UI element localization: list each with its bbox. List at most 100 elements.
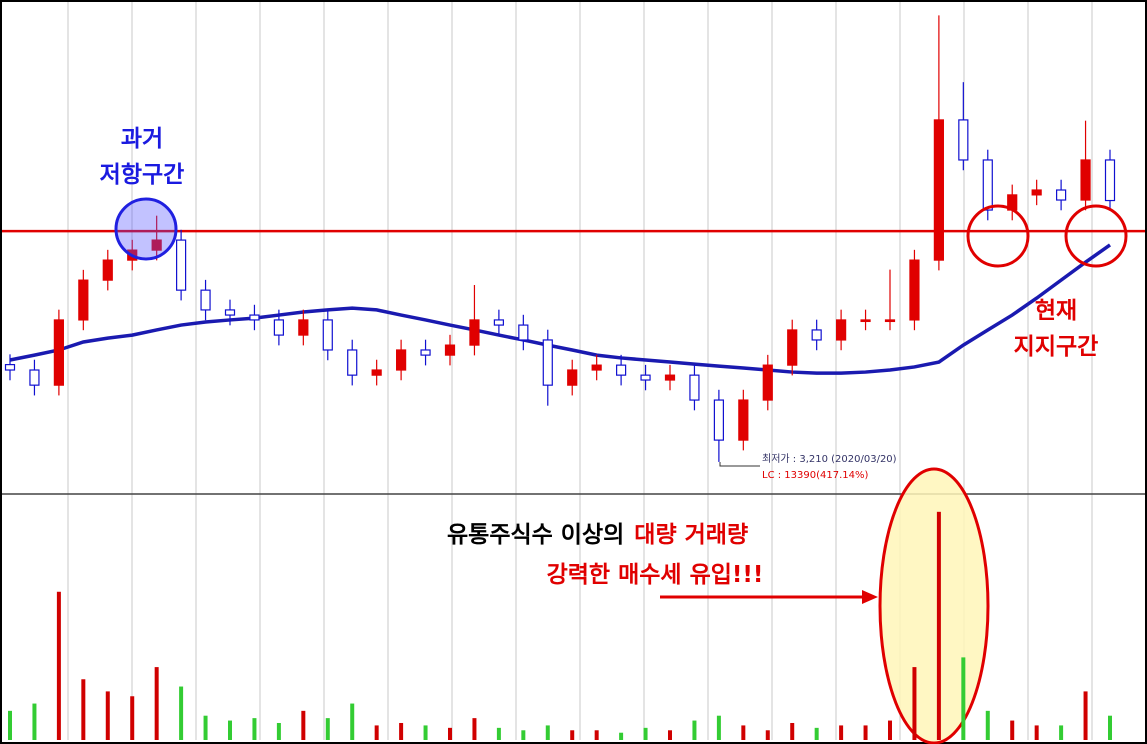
arrow-head [862,590,878,604]
volume-bar [8,710,12,740]
candle-body [273,319,284,336]
volume-bar [912,667,917,740]
volume-bar [423,725,428,740]
candle-body [762,364,773,401]
volume-note: 강력한 매수세 유입!!! [547,562,764,588]
candle-body [1056,189,1067,201]
volume-bar [1010,720,1015,740]
candle-body [591,364,602,371]
candle-body [567,369,578,386]
candle-body [224,309,236,316]
volume-bar [1059,725,1064,740]
volume-note-part: 유통주식수 이상의 [447,522,624,548]
volume-bar [863,725,868,740]
annotation: 과거 [121,126,163,152]
candle-body [738,399,749,441]
annotation: 저항구간 [100,162,185,188]
candle-body [200,289,211,311]
volume-bar [692,720,697,740]
candle-body [836,319,847,341]
overlay: 과거 저항구간 현재 지지구간 최저가 : 3,210 (2020/03/20)… [100,126,1128,604]
candle-body [469,319,480,346]
volume-bar [643,727,648,740]
volume-bar [301,710,306,740]
candle-body [933,119,944,261]
volume-bar [154,667,159,740]
volume-bar [741,725,746,740]
candle-body [322,319,333,351]
volume-bar [790,722,795,740]
volume-bar [228,720,232,740]
annotation: 현재 [1035,298,1077,324]
volume-bar [1108,715,1112,740]
volume-bar [179,686,184,740]
candle-body [444,344,456,356]
volume-bar [570,730,575,740]
support-circle [1064,204,1128,268]
volume-note: 유통주식수 이상의 대량 거래량 [447,522,748,548]
candle-body [78,279,89,321]
candle-body [689,374,700,401]
volume-bar [203,715,208,740]
vertical-grid [67,2,1093,740]
volume-bar [81,679,86,740]
moving-average [9,243,1112,375]
candle-body [1080,159,1091,201]
candle-body [664,374,676,381]
marks [2,15,1145,740]
volume-bar [472,718,477,740]
candle-body [909,259,920,321]
volume-note-part: 대량 거래량 [634,522,748,548]
volume-bar [961,657,966,740]
low-label: 최저가 : 3,210 (2020/03/20) [762,453,897,465]
volume-bar [56,591,61,740]
candle-body [884,319,896,323]
candle-body [371,369,382,376]
resistance-circle [114,197,178,261]
candle-body [982,159,993,211]
candle-body [713,399,724,441]
volume-bar [130,696,135,740]
volume-bar [1034,725,1039,740]
candle-body [616,364,627,376]
candle-body [396,349,407,371]
volume-bar [350,703,355,740]
candle-body [493,319,504,326]
volume-bar [545,725,550,740]
candle-body [53,319,64,386]
candle-body [860,319,871,323]
pointer [719,462,760,467]
candle-body [102,259,113,281]
volume-bar [814,727,819,740]
volume-bar [32,703,37,740]
candle-body [420,349,431,356]
volume-bar [276,722,281,740]
candle-body [958,119,969,161]
candle-body [1031,189,1042,196]
volume-bar [521,730,526,740]
volume-highlight [878,467,990,744]
volume-bar [985,710,990,740]
volume-bar [594,730,599,740]
candle-body [787,329,798,366]
lc-label: LC : 13390(417.14%) [762,470,868,481]
volume-bar [619,732,624,740]
candle-body [1104,159,1116,202]
candle-body [518,324,529,341]
volume-bar [716,715,721,740]
candle-body [640,374,651,381]
volume-bar [374,725,379,740]
volume-bar [936,511,941,740]
volume-bar [668,730,672,740]
candle-body [4,364,16,371]
volume-bar [765,730,770,740]
candle-body [249,314,260,321]
volume-bar [399,722,404,740]
candle-body [151,239,162,251]
candle-body [542,339,553,386]
volume-bar [448,727,452,740]
volume-bar [496,727,501,740]
annotation: 지지구간 [1014,334,1099,360]
candle-body [811,329,822,341]
